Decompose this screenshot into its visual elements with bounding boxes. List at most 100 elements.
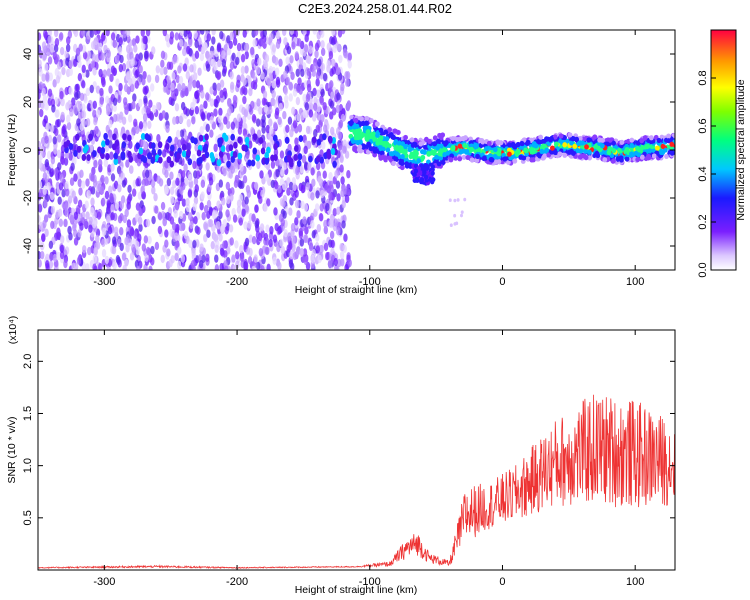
noise-cell bbox=[315, 233, 320, 242]
noise-blob bbox=[81, 154, 87, 162]
signal-cell bbox=[558, 133, 564, 139]
noise-cell bbox=[295, 166, 300, 176]
signal-cell bbox=[448, 157, 454, 163]
snr-axes: -300 -200 -100 0 100 0.5 1.0 1.5 2.0 bbox=[22, 330, 675, 588]
noise-cell bbox=[337, 30, 343, 38]
signal-cell bbox=[529, 157, 535, 163]
noise-cell bbox=[168, 96, 173, 106]
noise-cell bbox=[144, 253, 149, 262]
signal-cell bbox=[362, 125, 368, 131]
noise-cell bbox=[47, 35, 52, 44]
noise-blob bbox=[140, 133, 146, 141]
noise-cell bbox=[342, 48, 348, 57]
signal-cell bbox=[419, 149, 425, 155]
noise-blob bbox=[151, 142, 156, 150]
noise-cell bbox=[59, 244, 65, 254]
noise-cell bbox=[274, 57, 279, 66]
noise-cell bbox=[244, 237, 250, 247]
noise-cell bbox=[188, 75, 193, 85]
noise-cell bbox=[203, 221, 208, 231]
noise-cell bbox=[161, 149, 167, 158]
faint-cell bbox=[456, 198, 460, 202]
signal-cell bbox=[372, 152, 378, 158]
noise-cell bbox=[281, 181, 287, 191]
noise-cell bbox=[312, 113, 317, 122]
noise-blob bbox=[135, 142, 141, 150]
noise-cell bbox=[329, 184, 334, 193]
noise-cell bbox=[280, 218, 285, 227]
noise-cell bbox=[243, 261, 249, 270]
noise-cell bbox=[171, 71, 176, 81]
noise-cell bbox=[142, 113, 148, 122]
noise-cell bbox=[135, 53, 140, 62]
noise-cell bbox=[253, 254, 258, 263]
noise-cell bbox=[108, 132, 114, 142]
noise-cell bbox=[291, 106, 296, 116]
noise-cell bbox=[95, 234, 100, 244]
noise-cell bbox=[321, 141, 326, 150]
noise-blob bbox=[146, 134, 152, 142]
noise-cell bbox=[294, 51, 299, 60]
noise-cell bbox=[93, 30, 98, 36]
noise-cell bbox=[112, 261, 117, 270]
noise-cell bbox=[123, 83, 129, 93]
noise-cell bbox=[150, 83, 155, 92]
snr-y-tick-label: 1.5 bbox=[22, 406, 34, 421]
noise-cell bbox=[213, 143, 218, 153]
spectrogram-x-tick-label: -100 bbox=[359, 276, 381, 288]
noise-cell bbox=[73, 237, 79, 246]
noise-cell bbox=[138, 65, 144, 74]
noise-blob bbox=[169, 160, 175, 168]
noise-cell bbox=[110, 32, 116, 41]
noise-cell bbox=[169, 171, 174, 180]
noise-cell bbox=[320, 40, 325, 49]
noise-cell bbox=[328, 51, 334, 60]
colorbar-label: Normalized spectral amplitude bbox=[735, 79, 747, 220]
snr-y-tick-label: 0.5 bbox=[22, 510, 34, 525]
noise-cell bbox=[142, 35, 147, 45]
noise-cell bbox=[223, 116, 228, 125]
noise-cell bbox=[54, 127, 59, 137]
noise-cell bbox=[287, 116, 293, 125]
noise-blob bbox=[75, 133, 80, 141]
noise-cell bbox=[240, 54, 246, 63]
noise-cell bbox=[225, 209, 230, 218]
noise-cell bbox=[135, 178, 140, 187]
noise-cell bbox=[294, 217, 299, 226]
noise-cell bbox=[119, 111, 124, 120]
noise-cell bbox=[254, 204, 259, 213]
snr-panel: -300 -200 -100 0 100 0.5 1.0 1.5 2.0 Height of s… bbox=[6, 316, 676, 596]
noise-cell bbox=[119, 200, 125, 210]
signal-cell bbox=[655, 145, 660, 151]
noise-cell bbox=[214, 244, 219, 254]
noise-cell bbox=[330, 239, 335, 249]
noise-blob bbox=[204, 133, 209, 141]
signal-cell bbox=[644, 143, 649, 150]
noise-cell bbox=[261, 140, 267, 149]
noise-cell bbox=[218, 233, 223, 242]
signal-tail-cell bbox=[430, 164, 436, 170]
noise-cell bbox=[140, 30, 145, 37]
noise-cell bbox=[169, 186, 175, 196]
noise-cell bbox=[211, 36, 216, 45]
noise-cell bbox=[121, 116, 127, 125]
signal-cell bbox=[409, 137, 415, 143]
signal-tail-cell bbox=[419, 165, 425, 171]
noise-cell bbox=[81, 64, 86, 74]
noise-cell bbox=[56, 227, 61, 236]
noise-cell bbox=[335, 180, 341, 189]
noise-cell bbox=[88, 224, 93, 233]
noise-cell bbox=[208, 219, 214, 228]
noise-cell bbox=[95, 109, 101, 118]
noise-cell bbox=[314, 203, 320, 212]
noise-cell bbox=[213, 98, 218, 108]
noise-blob bbox=[105, 152, 110, 160]
noise-cell bbox=[120, 172, 125, 181]
noise-cell bbox=[216, 200, 221, 209]
noise-cell bbox=[338, 54, 343, 64]
noise-cell bbox=[44, 63, 49, 72]
noise-cell bbox=[119, 242, 124, 252]
noise-cell bbox=[49, 44, 55, 53]
noise-cell bbox=[333, 257, 338, 267]
noise-cell bbox=[103, 44, 108, 54]
